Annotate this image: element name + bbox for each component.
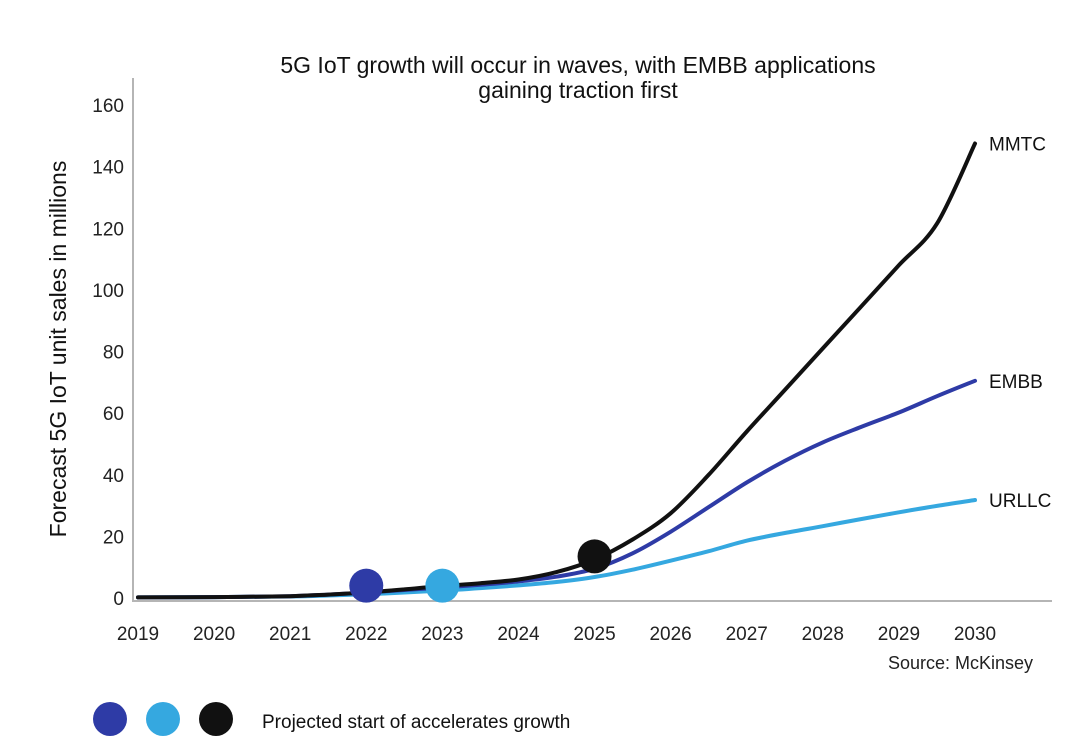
series-line-urllc (136, 498, 977, 600)
y-tick-label: 120 (92, 219, 124, 240)
legend: Projected start of accelerates growth (93, 702, 570, 736)
x-tick-label: 2019 (117, 624, 159, 645)
legend-text: Projected start of accelerates growth (262, 712, 570, 733)
source-note: Source: McKinsey (888, 653, 1033, 673)
series-line-embb (136, 378, 977, 600)
series-line-mmtc (136, 141, 977, 600)
y-axis-label: Forecast 5G IoT unit sales in millions (45, 161, 71, 538)
legend-dot (93, 702, 127, 736)
legend-dots (93, 702, 233, 736)
x-tick-label: 2028 (802, 624, 844, 645)
x-axis-ticks: 2019 2020 2021 2022 2023 2024 2025 2026 2027 2028… (117, 624, 996, 645)
y-axis-ticks: 0 20 40 60 80 100 120 140 160 (92, 96, 124, 610)
x-tick-label: 2027 (726, 624, 768, 645)
growth-markers (349, 539, 612, 603)
y-tick-label: 20 (103, 527, 124, 548)
marker-mmtc (577, 539, 612, 574)
x-tick-label: 2020 (193, 624, 235, 645)
series-label-urllc: URLLC (989, 491, 1051, 512)
x-tick-label: 2021 (269, 624, 311, 645)
y-tick-label: 0 (113, 589, 124, 610)
y-tick-label: 60 (103, 404, 124, 425)
marker-embb (349, 568, 384, 603)
x-tick-label: 2022 (345, 624, 387, 645)
y-tick-label: 140 (92, 158, 124, 179)
legend-dot (146, 702, 180, 736)
legend-dot (199, 702, 233, 736)
series-label-mmtc: MMTC (989, 135, 1046, 156)
x-tick-label: 2026 (649, 624, 691, 645)
y-tick-label: 40 (103, 466, 124, 487)
series-label-embb: EMBB (989, 372, 1043, 393)
y-tick-label: 100 (92, 281, 124, 302)
x-tick-label: 2025 (573, 624, 615, 645)
y-tick-label: 80 (103, 343, 124, 364)
chart-title-line-1: 5G IoT growth will occur in waves, with … (280, 52, 875, 78)
chart-title-line-2: gaining traction first (478, 77, 678, 103)
x-tick-label: 2029 (878, 624, 920, 645)
marker-urllc (425, 568, 460, 603)
x-tick-label: 2023 (421, 624, 463, 645)
x-tick-label: 2030 (954, 624, 996, 645)
series-lines (136, 141, 977, 600)
x-tick-label: 2024 (497, 624, 540, 645)
chart-title: 5G IoT growth will occur in waves, with … (280, 52, 875, 103)
series-labels: URLLC EMBB MMTC (989, 135, 1051, 513)
y-tick-label: 160 (92, 96, 124, 117)
